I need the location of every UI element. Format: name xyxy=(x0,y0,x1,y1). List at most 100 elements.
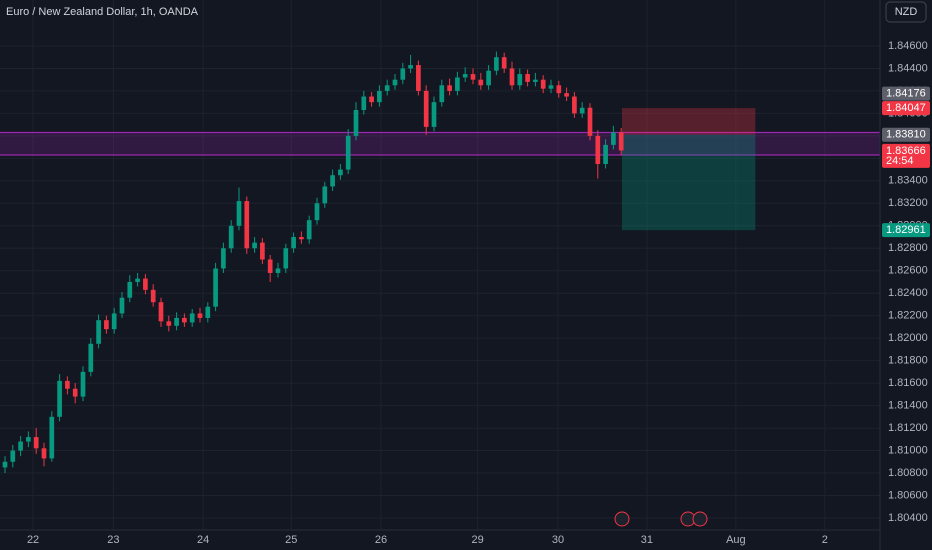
x-tick-label: 29 xyxy=(472,534,484,546)
price-label-box xyxy=(882,143,930,168)
candle-body xyxy=(18,441,23,451)
y-tick-label: 1.83200 xyxy=(888,197,928,209)
candle-body xyxy=(501,57,507,69)
price-label-box xyxy=(882,127,930,142)
candle-body xyxy=(361,96,367,111)
candle-body xyxy=(400,68,406,80)
candle-body xyxy=(572,96,577,114)
y-tick-label: 1.80600 xyxy=(888,489,928,501)
candle-body xyxy=(275,268,281,273)
candle-body xyxy=(267,259,273,273)
candle-body xyxy=(49,416,55,459)
candle-body xyxy=(470,74,476,80)
y-tick-label: 1.80400 xyxy=(888,512,928,524)
candle-body xyxy=(314,203,320,221)
candle-body xyxy=(26,437,31,442)
currency-label[interactable]: NZD xyxy=(895,6,918,18)
candle-body xyxy=(252,242,257,249)
candle-body xyxy=(618,132,624,151)
candle-body xyxy=(384,85,390,91)
x-tick-label: 22 xyxy=(27,534,39,546)
y-tick-label: 1.83400 xyxy=(888,175,928,187)
candle-body xyxy=(408,65,413,69)
y-tick-label: 1.82000 xyxy=(888,332,928,344)
price-label-box xyxy=(882,101,930,116)
candle-body xyxy=(244,201,250,249)
candle-body xyxy=(228,225,234,249)
x-tick-label: 31 xyxy=(641,534,653,546)
symbol-title: Euro / New Zealand Dollar, 1h, OANDA xyxy=(6,6,199,18)
candle-body xyxy=(33,437,39,449)
price-label-box xyxy=(882,223,930,238)
x-tick-label: 25 xyxy=(285,534,297,546)
candle-body xyxy=(564,93,569,97)
candle-body xyxy=(579,107,585,114)
x-tick-label: Aug xyxy=(726,534,746,546)
zone xyxy=(0,132,880,155)
candle-body xyxy=(299,237,304,240)
candle-body xyxy=(525,74,530,82)
candle-body xyxy=(392,79,398,86)
candle-body xyxy=(65,380,70,389)
y-tick-label: 1.82800 xyxy=(888,242,928,254)
candle-body xyxy=(197,313,203,318)
y-tick-label: 1.81400 xyxy=(888,399,928,411)
candle-body xyxy=(57,380,62,417)
candle-body xyxy=(283,248,289,269)
event-icon[interactable] xyxy=(692,511,708,527)
y-tick-label: 1.84600 xyxy=(888,40,928,52)
y-tick-label: 1.81200 xyxy=(888,422,928,434)
y-tick-label: 1.81000 xyxy=(888,444,928,456)
candle-body xyxy=(104,320,109,330)
y-tick-label: 1.82200 xyxy=(888,310,928,322)
candle-body xyxy=(603,144,608,164)
candle-body xyxy=(150,289,156,303)
candle-body xyxy=(135,278,140,282)
candle-body xyxy=(447,85,452,91)
x-tick-label: 24 xyxy=(197,534,209,546)
candle-body xyxy=(127,281,133,298)
candle-body xyxy=(80,371,86,397)
candle-body xyxy=(291,237,296,249)
candle-body xyxy=(540,79,546,89)
candle-body xyxy=(509,68,515,86)
currency-button[interactable] xyxy=(885,1,927,23)
candle-body xyxy=(205,306,211,318)
x-tick-label: 2 xyxy=(822,534,828,546)
candle-body xyxy=(72,388,78,397)
candle-body xyxy=(236,201,242,226)
candle-body xyxy=(439,85,445,103)
candle-body xyxy=(182,317,187,323)
candle-body xyxy=(533,79,538,82)
price-label-box xyxy=(882,86,930,101)
candle-body xyxy=(10,450,16,462)
candle-body xyxy=(322,186,328,204)
candle-body xyxy=(431,102,437,127)
candle-body xyxy=(423,90,429,127)
event-icon[interactable] xyxy=(614,511,630,527)
candle-body xyxy=(158,302,164,322)
price-label: 1.83810 xyxy=(886,129,926,141)
y-tick-label: 1.80800 xyxy=(888,467,928,479)
candle-body xyxy=(338,169,343,176)
candle-body xyxy=(119,297,125,314)
y-tick-label: 1.82400 xyxy=(888,287,928,299)
candle-body xyxy=(174,317,179,326)
price-label: 1.82961 xyxy=(886,224,926,236)
candle-body xyxy=(548,85,554,89)
candle-body xyxy=(41,448,47,459)
candle-body xyxy=(2,461,8,468)
candle-body xyxy=(306,220,312,240)
candle-body xyxy=(111,313,117,330)
y-tick-label: 1.81600 xyxy=(888,377,928,389)
y-tick-label: 1.81800 xyxy=(888,355,928,367)
price-label: 1.83666 xyxy=(886,145,926,157)
candle-body xyxy=(213,268,218,307)
candle-body xyxy=(166,321,172,326)
candle-body xyxy=(478,79,484,86)
countdown-label: 24:54 xyxy=(886,155,914,167)
candle-body xyxy=(189,313,195,323)
candle-body xyxy=(587,107,593,136)
